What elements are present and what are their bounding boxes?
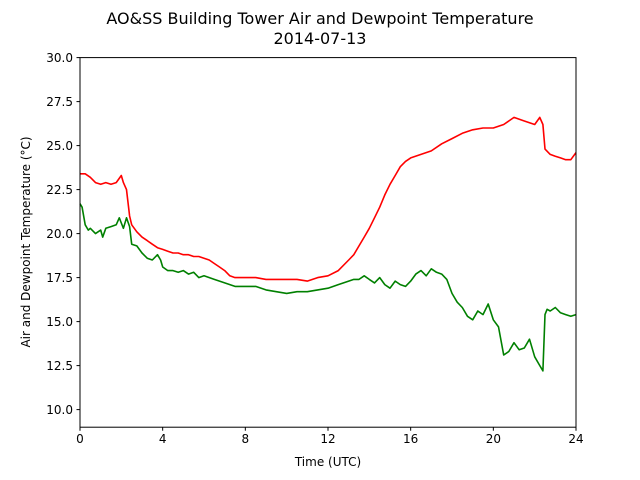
y-tick-label: 17.5 <box>46 271 73 285</box>
series-line-2 <box>79 203 577 372</box>
x-tick-label: 20 <box>486 432 501 446</box>
x-tick-label: 0 <box>76 432 84 446</box>
plot-frame <box>79 57 577 428</box>
y-axis-label: Air and Dewpoint Temperature (°C) <box>19 136 33 347</box>
y-tick-label: 15.0 <box>46 315 73 329</box>
y-tick-label: 25.0 <box>46 139 73 153</box>
y-tick-label: 30.0 <box>46 51 73 65</box>
y-tick-label: 22.5 <box>46 183 73 197</box>
x-tick-label: 12 <box>320 432 335 446</box>
x-tick-label: 4 <box>159 432 167 446</box>
series-line-1 <box>80 116 577 282</box>
x-tick-label: 8 <box>242 432 250 446</box>
x-tick-label: 24 <box>568 432 583 446</box>
y-tick-label: 12.5 <box>46 359 73 373</box>
y-tick-label: 10.0 <box>46 403 73 417</box>
x-tick-label: 16 <box>403 432 418 446</box>
x-axis-ticks: 0 4 8 12 16 20 24 <box>76 427 584 446</box>
y-tick-label: 27.5 <box>46 95 73 109</box>
series-layer <box>79 116 577 372</box>
chart-title: AO&SS Building Tower Air and Dewpoint Te… <box>106 9 533 28</box>
x-axis-label: Time (UTC) <box>294 455 361 469</box>
y-axis-ticks: 10.0 12.5 15.0 17.5 20.0 22.5 25.0 27.5 30.0 <box>46 51 80 417</box>
y-tick-label: 20.0 <box>46 227 73 241</box>
chart-subtitle: 2014-07-13 <box>274 29 367 48</box>
